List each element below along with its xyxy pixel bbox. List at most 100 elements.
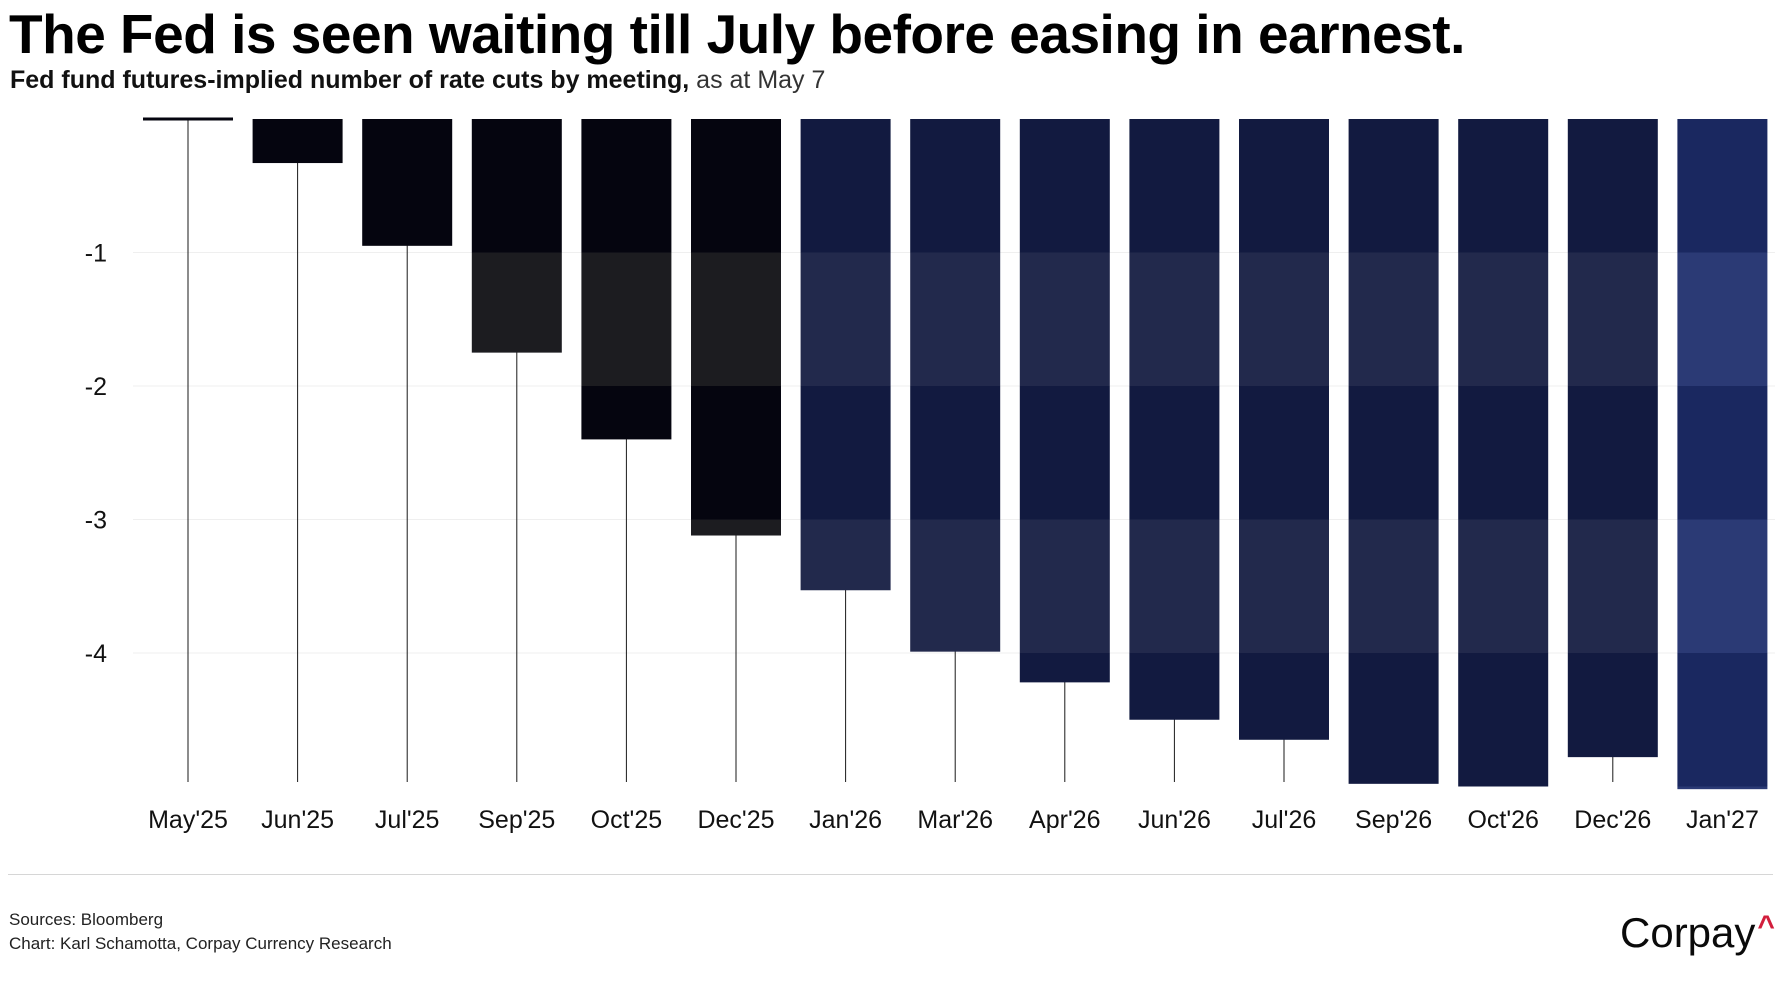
- bar-segment: [1239, 252, 1329, 386]
- bar: [362, 119, 453, 246]
- bar-segment: [1239, 653, 1329, 740]
- bar-segment: [691, 386, 781, 520]
- x-tick-label: May'25: [148, 806, 228, 834]
- bar-segment: [1019, 653, 1110, 683]
- x-tick-label: Apr'26: [1029, 806, 1100, 834]
- bar-segment: [800, 386, 891, 520]
- rate-cuts-bar-chart: -1 -2 -3 -4 May'25 Jun'25 Jul'25 Sep'25 Oct'25 D…: [85, 117, 1775, 834]
- bar-segment: [1677, 653, 1768, 787]
- bar-segment: [910, 519, 1001, 652]
- bar-segment: [1677, 519, 1768, 653]
- bars: [143, 117, 1768, 790]
- bar-segment: [1239, 386, 1329, 520]
- bar-segment: [910, 252, 1001, 386]
- x-tick-label: Jun'26: [1138, 806, 1211, 834]
- bar: [143, 117, 233, 121]
- bar-segment: [1129, 252, 1220, 386]
- bar-segment: [1458, 653, 1549, 787]
- y-axis-labels: -1 -2 -3 -4: [85, 240, 107, 669]
- y-tick-label: -1: [85, 240, 107, 268]
- bar: [1348, 119, 1439, 784]
- footer-divider: [8, 874, 1773, 875]
- x-axis-labels: May'25 Jun'25 Jul'25 Sep'25 Oct'25 Dec'25 Jan'…: [148, 806, 1759, 834]
- logo-caret-icon: ^: [1757, 910, 1775, 943]
- bar: [252, 119, 343, 164]
- bar-segment: [1239, 519, 1329, 653]
- bar-segment: [1129, 519, 1220, 653]
- bar-segment: [910, 119, 1001, 253]
- bar-segment: [471, 119, 562, 253]
- bar-segment: [581, 252, 672, 386]
- chart-title: The Fed is seen waiting till July before…: [9, 3, 1465, 65]
- bar: [1458, 119, 1549, 787]
- bar-segment: [691, 519, 781, 536]
- bar-segment: [1348, 119, 1439, 253]
- bar-segment: [1677, 786, 1768, 790]
- x-tick-label: Jan'26: [809, 806, 882, 834]
- bar: [1019, 119, 1110, 683]
- x-tick-label: Jul'26: [1252, 806, 1317, 834]
- bar-segment: [1129, 386, 1220, 520]
- bar-segment: [1567, 519, 1658, 653]
- bar: [1239, 119, 1329, 740]
- bar-segment: [910, 386, 1001, 520]
- y-tick-label: -3: [85, 507, 107, 535]
- bar-segment: [1019, 386, 1110, 520]
- bar: [1567, 119, 1658, 758]
- bar-segment: [1458, 386, 1549, 520]
- bar-segment: [1567, 119, 1658, 253]
- x-tick-label: Oct'26: [1467, 806, 1538, 834]
- sources-note: Sources: Bloomberg: [9, 910, 164, 929]
- x-tick-label: Dec'26: [1574, 806, 1651, 834]
- bar-segment: [800, 119, 891, 253]
- bar-segment: [1677, 386, 1768, 520]
- bar-segment: [1019, 252, 1110, 386]
- bar: [471, 119, 562, 353]
- logo-wordmark: Corpay: [1620, 909, 1756, 956]
- subtitle-date: as at May 7: [689, 66, 826, 94]
- bar-segment: [1348, 519, 1439, 653]
- bar-segment: [1239, 119, 1329, 253]
- bar-segment: [691, 252, 781, 386]
- bar-segment: [143, 117, 233, 121]
- bar-segment: [1677, 252, 1768, 386]
- bar-segment: [1567, 653, 1658, 758]
- x-tick-label: Sep'25: [478, 806, 555, 834]
- bar-segment: [252, 119, 343, 164]
- x-tick-label: Jun'25: [261, 806, 334, 834]
- corpay-logo: Corpay^: [1620, 906, 1775, 957]
- chart-subtitle: Fed fund futures-implied number of rate …: [10, 66, 825, 95]
- bar-segment: [800, 252, 891, 386]
- bar-segment: [1129, 653, 1220, 720]
- bar: [910, 119, 1001, 652]
- subtitle-main: Fed fund futures-implied number of rate …: [10, 66, 690, 94]
- bar-segment: [1458, 119, 1549, 253]
- bar-segment: [691, 119, 781, 253]
- x-tick-label: Jul'25: [375, 806, 440, 834]
- bar: [581, 119, 672, 440]
- bar: [800, 119, 891, 591]
- bar-segment: [1567, 386, 1658, 520]
- bar-segment: [1348, 252, 1439, 386]
- bar-segment: [1677, 119, 1768, 253]
- bar-segment: [1129, 119, 1220, 253]
- x-tick-label: Mar'26: [917, 806, 993, 834]
- bar-segment: [362, 119, 453, 246]
- x-tick-label: Dec'25: [697, 806, 774, 834]
- y-tick-label: -2: [85, 373, 107, 401]
- bar: [1677, 119, 1768, 790]
- bar-segment: [1019, 519, 1110, 653]
- bar-segment: [1458, 519, 1549, 653]
- bar-segment: [1348, 386, 1439, 520]
- bar: [691, 119, 781, 536]
- x-tick-label: Jan'27: [1686, 806, 1759, 834]
- bar-segment: [581, 386, 672, 440]
- bar-segment: [1458, 252, 1549, 386]
- bar-segment: [800, 519, 891, 591]
- bar-segment: [1567, 252, 1658, 386]
- bar-segment: [581, 119, 672, 253]
- y-tick-label: -4: [85, 640, 107, 668]
- x-tick-label: Oct'25: [591, 806, 662, 834]
- chart-credit: Chart: Karl Schamotta, Corpay Currency R…: [9, 934, 392, 953]
- x-tick-label: Sep'26: [1355, 806, 1432, 834]
